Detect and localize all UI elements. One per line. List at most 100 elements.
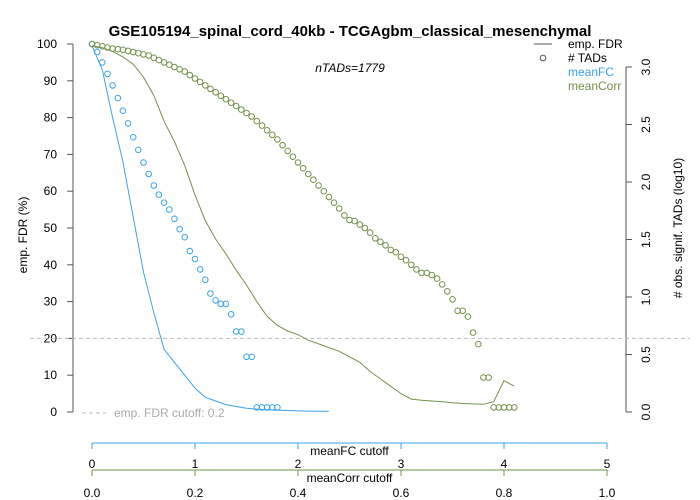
meanCorr-tads-point: [315, 182, 322, 189]
meanCorr-tads-point: [171, 63, 178, 71]
meanCorr-tads-point: [222, 95, 230, 103]
ntads-annotation: nTADs=1779: [315, 61, 385, 75]
meanCorr-tick-label: 1.0: [599, 486, 616, 500]
meanCorr-tads-point: [269, 131, 276, 139]
meanFC-tads-point: [176, 225, 183, 233]
meanCorr-tick-label: 0.8: [496, 486, 513, 500]
y-right-tick-label: 1.0: [639, 288, 653, 305]
legend-circle-symbol: [539, 54, 547, 62]
meanFC-tads-point: [238, 328, 245, 335]
meanCorr-tads-point: [160, 59, 168, 66]
meanFC-tads-point: [222, 300, 230, 308]
meanCorr-tads-point: [408, 261, 415, 269]
meanCorr-tads-point: [294, 159, 302, 166]
meanFC-tads-point: [150, 182, 158, 189]
y-axis-label: emp. FDR (%): [16, 197, 30, 274]
meanCorr-tads-point: [227, 99, 235, 106]
meanCorr-series: [88, 40, 518, 411]
meanCorr-tads-point: [335, 205, 343, 212]
meanCorr-tads-point: [377, 238, 384, 246]
meanCorr-tads-point: [449, 296, 456, 303]
meanCorr-tads-point: [444, 288, 451, 295]
meanFC-tads-point: [202, 276, 209, 284]
meanFC-tads-point: [248, 353, 255, 361]
meanCorr-tads-point: [428, 271, 436, 279]
meanCorr-tads-point: [475, 340, 482, 348]
meanFC-tads-point: [191, 255, 199, 263]
meanCorr-tads-point: [238, 106, 245, 113]
meanCorr-tads-point: [232, 102, 240, 110]
meanFC-tads-point: [109, 82, 116, 89]
meanCorr-tads-point: [382, 242, 389, 249]
meanFC-tads-point: [135, 146, 142, 154]
meanFC-tick-label: 1: [192, 457, 199, 471]
meanCorr-tads-point: [140, 51, 147, 58]
y-right-tick-label: 1.5: [639, 231, 653, 248]
y-tick-label: 80: [44, 111, 58, 125]
meanFC-tick-label: 3: [398, 457, 405, 471]
meanFC-tick-label: 2: [295, 457, 302, 471]
meanCorr-tads-point: [99, 43, 106, 50]
meanCorr-tads-point: [207, 85, 214, 93]
y-axis-right-label: # obs. signif. TADs (log10): [671, 158, 685, 298]
meanCorr-tads-point: [310, 176, 317, 183]
meanFC-tads-point: [227, 311, 235, 318]
meanCorr-tads-point: [495, 404, 503, 411]
meanCorr-tads-point: [305, 170, 312, 178]
axes-layer: 01020304050607080901000.00.51.01.52.02.5…: [37, 37, 653, 500]
meanFC-tads-point: [155, 191, 163, 198]
y-right-tick-label: 3.0: [639, 58, 653, 75]
meanCorr-tads-point: [196, 78, 204, 86]
meanCorr-tads-point: [392, 248, 400, 256]
meanCorr-tads-point: [248, 113, 255, 120]
meanFC-tads-point: [269, 404, 276, 411]
meanFC-fdr-line: [91, 45, 329, 412]
legend-label: emp. FDR: [568, 37, 623, 51]
meanCorr-axis-title: meanCorr cutoff: [307, 471, 393, 485]
meanCorr-tads-point: [464, 313, 472, 320]
meanCorr-tads-point: [511, 404, 518, 411]
legend-label: meanFC: [568, 65, 614, 79]
series-layer: [88, 40, 518, 412]
y-tick-label: 40: [44, 258, 58, 272]
meanCorr-tads-point: [289, 153, 297, 160]
meanCorr-tads-point: [191, 75, 199, 82]
meanCorr-tads-point: [485, 374, 492, 381]
meanCorr-tads-point: [366, 229, 374, 236]
meanCorr-tads-point: [438, 281, 446, 288]
meanCorr-tads-point: [413, 266, 420, 273]
meanCorr-tads-point: [372, 235, 379, 242]
meanCorr-tads-point: [202, 82, 209, 89]
y-tick-label: 10: [44, 368, 58, 382]
meanFC-tads-point: [166, 206, 173, 213]
meanCorr-tads-point: [320, 187, 328, 195]
meanCorr-fdr-line: [91, 45, 515, 405]
chart-title: GSE105194_spinal_cord_40kb - TCGAgbm_cla…: [109, 23, 592, 40]
meanCorr-tads-point: [253, 117, 261, 125]
y-right-tick-label: 2.0: [639, 173, 653, 190]
meanFC-tads-point: [114, 94, 122, 102]
meanCorr-tads-point: [258, 122, 266, 129]
meanCorr-tads-point: [155, 56, 163, 64]
meanFC-tads-point: [140, 159, 147, 166]
meanCorr-tads-point: [284, 147, 292, 155]
meanCorr-tads-point: [361, 224, 369, 232]
meanFC-tads-point: [145, 170, 152, 178]
meanCorr-tads-point: [299, 164, 307, 172]
y-tick-label: 20: [44, 331, 58, 345]
meanFC-tads-point: [186, 247, 194, 255]
meanCorr-tick-label: 0.6: [393, 486, 410, 500]
meanFC-tads-point: [93, 48, 101, 56]
meanCorr-tads-point: [135, 49, 142, 57]
meanCorr-tads-point: [469, 329, 477, 336]
legend-label: meanCorr: [568, 79, 621, 93]
meanFC-tads-point: [104, 70, 111, 78]
y-tick-label: 70: [44, 147, 58, 161]
meanFC-tads-point: [207, 290, 214, 297]
fdr-cutoff-label: emp. FDR cutoff: 0.2: [114, 406, 225, 420]
meanCorr-tads-point: [186, 71, 194, 79]
y-tick-label: 90: [44, 74, 58, 88]
